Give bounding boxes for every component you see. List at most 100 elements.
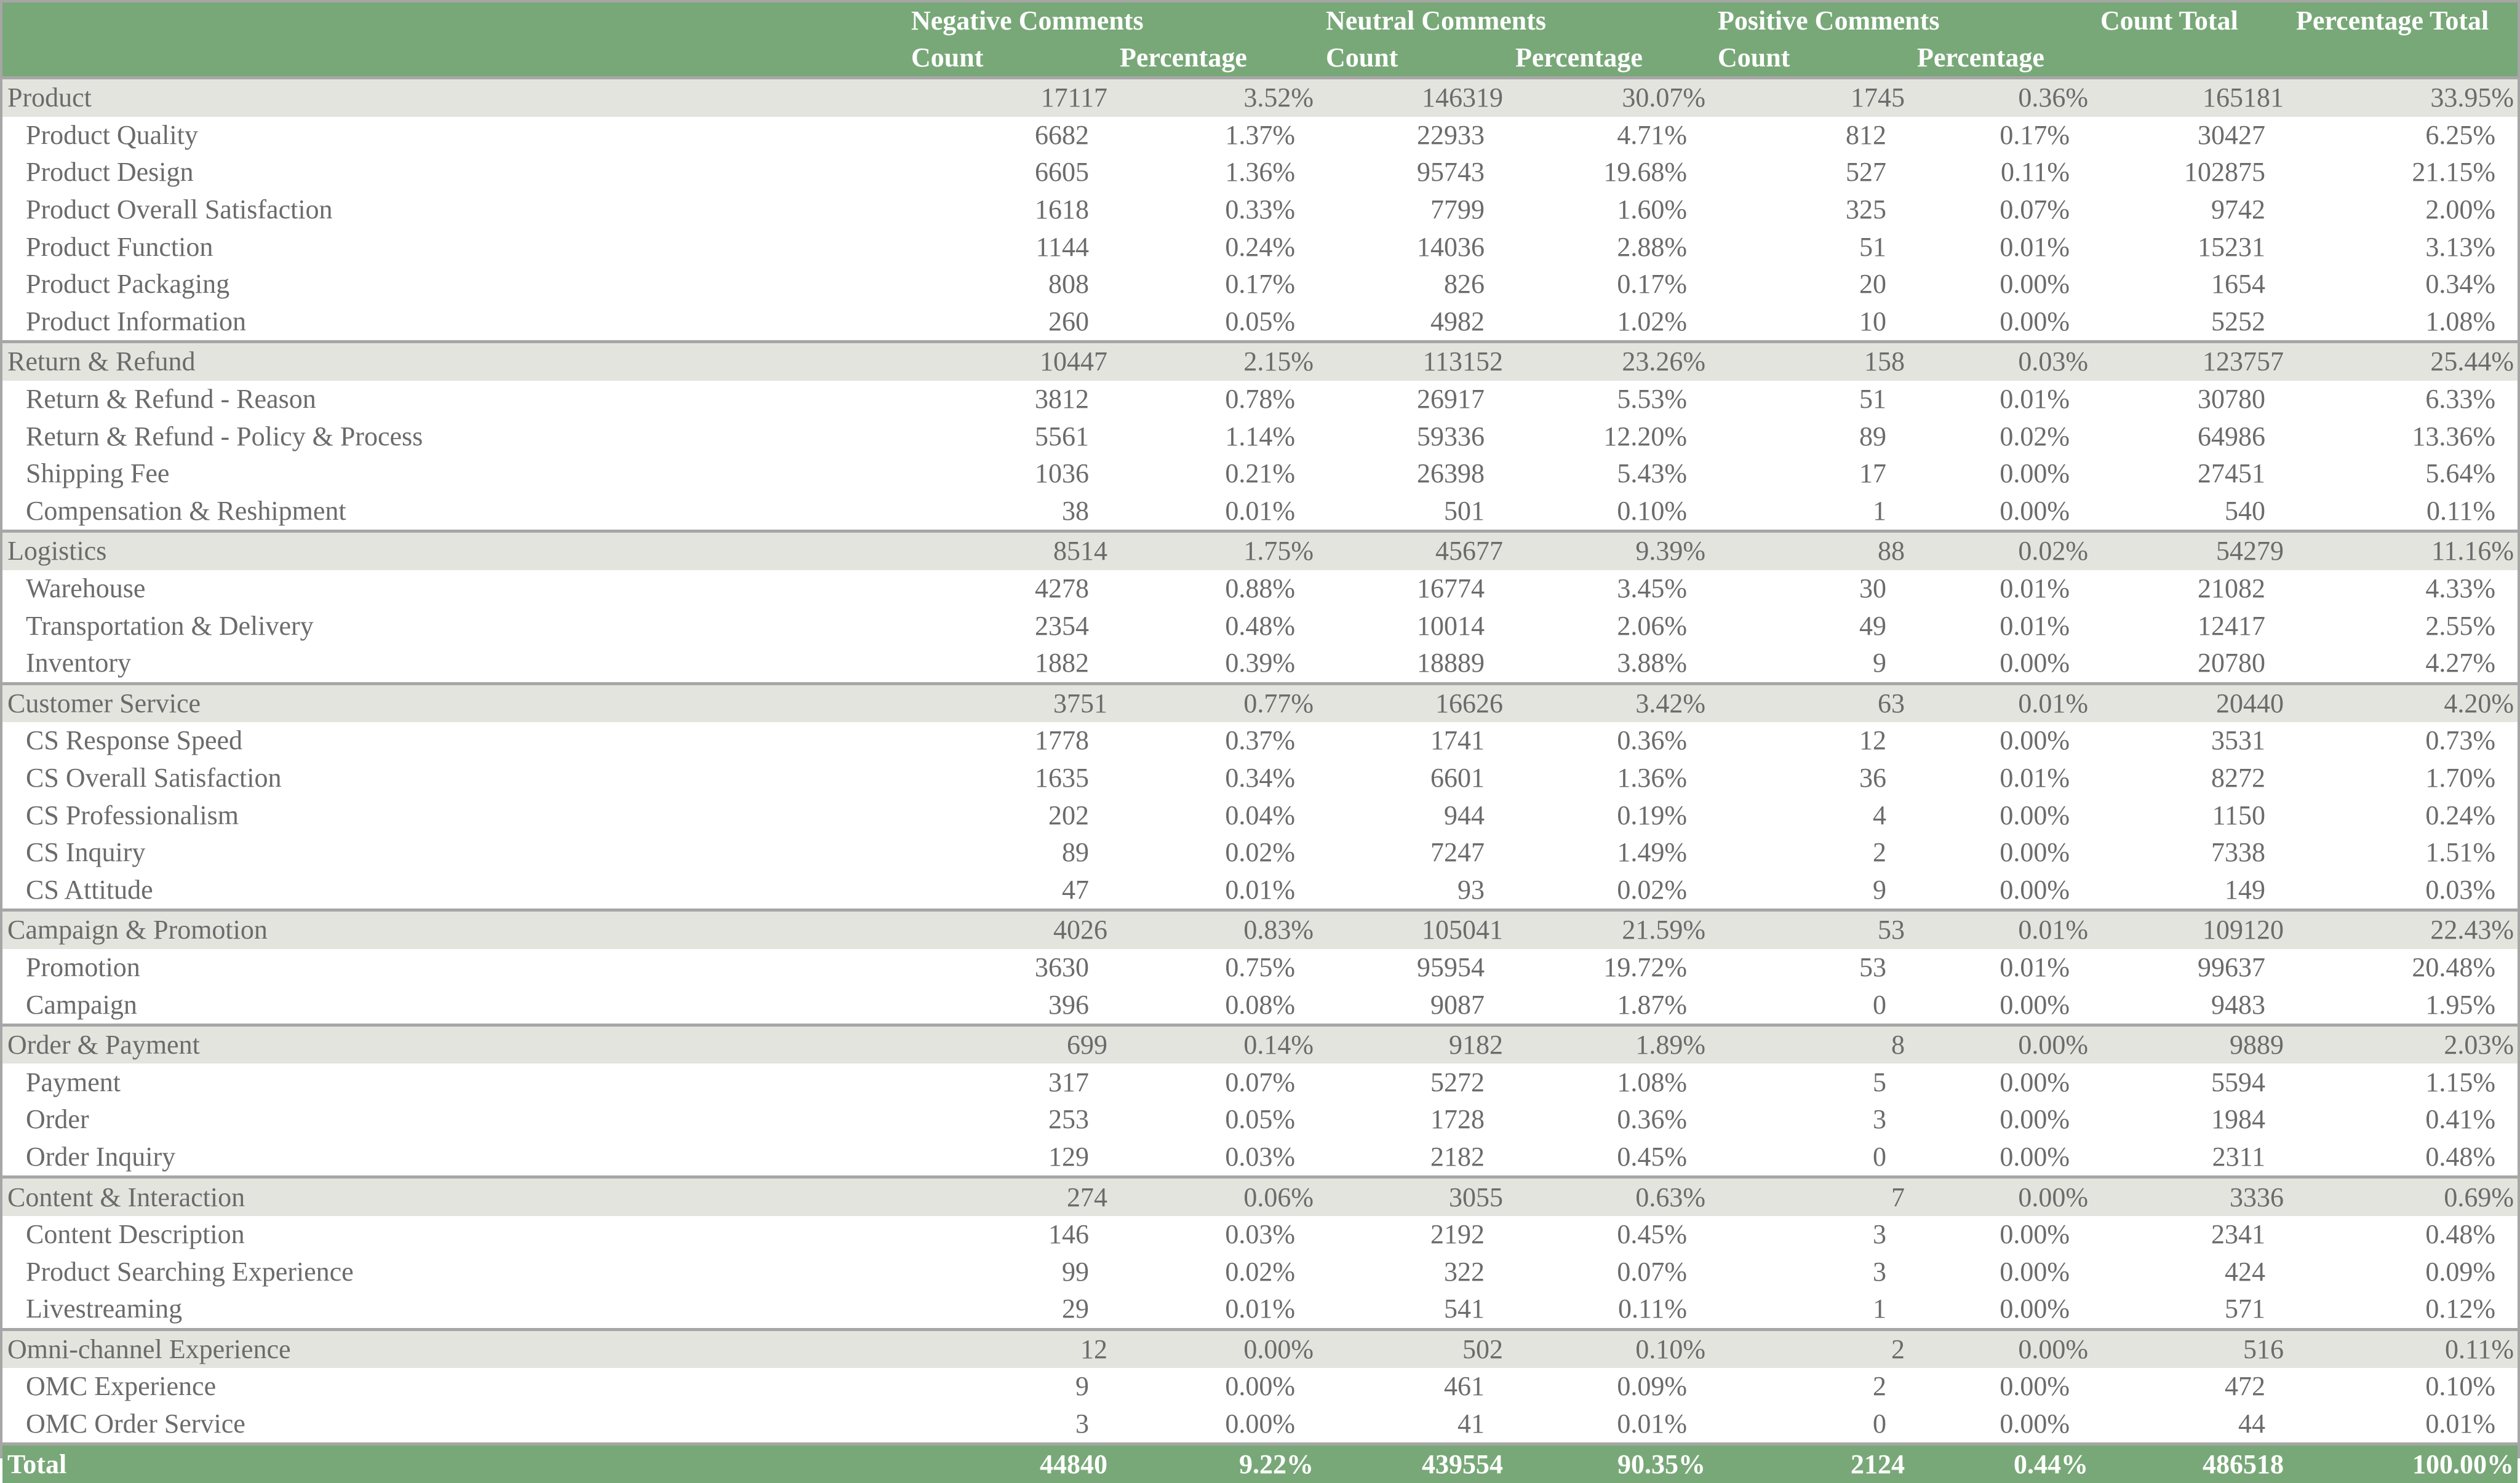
cell-negative-percentage: 0.00% xyxy=(1111,1329,1318,1369)
cell-neutral-percentage: 0.11% xyxy=(1618,1294,1688,1324)
row-label: Product Design xyxy=(26,157,194,188)
cell-negative-count: 1144 xyxy=(1035,231,1089,262)
cell-neutral-percentage: 0.10% xyxy=(1507,1329,1710,1369)
cell-positive-count: 17 xyxy=(1859,458,1887,489)
subcategory-row: Return & Refund - Reason 3812 0.78% 26917 5.… xyxy=(2,381,2518,418)
cell-positive-count: 10 xyxy=(1859,306,1887,336)
cell-negative-percentage: 2.15% xyxy=(1111,341,1318,381)
cell-negative-count: 1882 xyxy=(1035,648,1089,678)
cell-negative-count: 4026 xyxy=(903,910,1111,949)
cell-count-total: 123757 xyxy=(2092,341,2288,381)
cell-count-total: 8272 xyxy=(2211,762,2266,793)
cell-negative-percentage: 0.00% xyxy=(1225,1409,1296,1439)
cell-positive-percentage: 0.00% xyxy=(2000,800,2070,830)
subcategory-row: Transportation & Delivery 2354 0.48% 10014 2… xyxy=(2,607,2518,645)
cell-negative-count: 146 xyxy=(1048,1219,1089,1250)
subcategory-row: Product Quality 6682 1.37% 22933 4.71% 812 0.1… xyxy=(2,117,2518,154)
cell-negative-percentage: 0.06% xyxy=(1111,1177,1318,1216)
category-row: Product 17117 3.52% 146319 30.07% 1745 0.36% 16… xyxy=(2,78,2518,117)
subcategory-row: Inventory 1882 0.39% 18889 3.88% 9 0.00% 20780 4… xyxy=(2,645,2518,683)
row-label: Product xyxy=(2,78,903,117)
cell-count-total: 5252 xyxy=(2211,306,2266,336)
row-label: Shipping Fee xyxy=(26,458,170,489)
cell-percentage-total: 1.95% xyxy=(2425,989,2496,1020)
cell-count-total: 424 xyxy=(2225,1256,2266,1287)
cell-negative-count: 808 xyxy=(1048,269,1089,300)
cell-negative-percentage: 0.04% xyxy=(1225,800,1296,830)
cell-positive-count: 63 xyxy=(1709,683,1909,723)
cell-count-total: 64986 xyxy=(2198,421,2266,451)
subcategory-row: CS Overall Satisfaction 1635 0.34% 6601 1.36… xyxy=(2,760,2518,797)
cell-neutral-count: 2182 xyxy=(1430,1141,1485,1172)
cell-count-total: 9889 xyxy=(2092,1025,2288,1064)
cell-neutral-percentage: 23.26% xyxy=(1507,341,1710,381)
cell-negative-count: 29 xyxy=(1062,1294,1089,1324)
subcategory-row: Order 253 0.05% 1728 0.36% 3 0.00% 1984 0.41% xyxy=(2,1101,2518,1139)
cell-percentage-total: 0.41% xyxy=(2425,1104,2496,1135)
cell-neutral-percentage: 0.19% xyxy=(1617,800,1688,830)
cell-count-total: 2341 xyxy=(2211,1219,2266,1250)
cell-negative-count: 17117 xyxy=(903,78,1111,117)
cell-count-total: 516 xyxy=(2092,1329,2288,1369)
cell-negative-percentage: 0.21% xyxy=(1225,458,1296,489)
cell-neutral-percentage: 1.49% xyxy=(1617,837,1688,868)
cell-negative-percentage: 1.36% xyxy=(1225,157,1296,188)
cell-count-total: 12417 xyxy=(2198,610,2266,641)
subcategory-row: CS Inquiry 89 0.02% 7247 1.49% 2 0.00% 7338 1.51… xyxy=(2,834,2518,872)
cell-count-total: 3531 xyxy=(2211,725,2266,756)
cell-negative-percentage: 0.01% xyxy=(1225,495,1296,526)
cell-percentage-total: 22.43% xyxy=(2287,910,2518,949)
cell-neutral-count: 95743 xyxy=(1417,157,1485,188)
cell-negative-percentage: 0.77% xyxy=(1111,683,1318,723)
cell-negative-count: 202 xyxy=(1048,800,1089,830)
cell-positive-count: 30 xyxy=(1859,573,1887,604)
cell-count-total: 540 xyxy=(2225,495,2266,526)
cell-neutral-count: 16774 xyxy=(1417,573,1485,604)
row-label: OMC Order Service xyxy=(26,1409,245,1439)
cell-percentage-total: 0.24% xyxy=(2425,800,2496,830)
cell-positive-percentage: 0.00% xyxy=(2000,269,2070,300)
cell-positive-count: 8 xyxy=(1709,1025,1909,1064)
cell-positive-percentage: 0.01% xyxy=(2000,952,2070,982)
cell-percentage-total: 4.33% xyxy=(2425,573,2496,604)
cell-percentage-total: 6.25% xyxy=(2425,119,2496,150)
cell-count-total: 15231 xyxy=(2198,231,2266,262)
subcategory-row: Product Information 260 0.05% 4982 1.02% 10 0.… xyxy=(2,303,2518,342)
cell-positive-count: 9 xyxy=(1873,874,1887,905)
cell-count-total: 20440 xyxy=(2092,683,2288,723)
cell-neutral-count: 6601 xyxy=(1430,762,1485,793)
cell-neutral-count: 322 xyxy=(1444,1256,1485,1287)
subcategory-row: CS Professionalism 202 0.04% 944 0.19% 4 0.00%… xyxy=(2,797,2518,834)
cell-neutral-percentage: 21.59% xyxy=(1507,910,1710,949)
cell-neutral-percentage: 3.42% xyxy=(1507,683,1710,723)
cell-percentage-total: 0.73% xyxy=(2425,725,2496,756)
cell-negative-percentage: 0.00% xyxy=(1225,1371,1296,1402)
subcategory-row: CS Response Speed 1778 0.37% 1741 0.36% 12 0.0… xyxy=(2,722,2518,760)
cell-positive-count: 2 xyxy=(1873,1371,1887,1402)
cell-neutral-percentage: 0.45% xyxy=(1617,1141,1688,1172)
cell-negative-count: 4278 xyxy=(1035,573,1089,604)
cell-positive-percentage: 0.07% xyxy=(2000,194,2070,225)
cell-negative-count: 1635 xyxy=(1035,762,1089,793)
row-label: CS Overall Satisfaction xyxy=(26,762,282,793)
cell-negative-count: 5561 xyxy=(1035,421,1089,451)
cell-positive-percentage: 0.03% xyxy=(1908,341,2092,381)
header-count-total: Count Total xyxy=(2092,2,2288,39)
header-negative-comments: Negative Comments xyxy=(903,2,1318,39)
header-neutral-count: Count xyxy=(1317,39,1507,78)
cell-percentage-total: 100.00% xyxy=(2287,1444,2518,1483)
cell-neutral-count: 4982 xyxy=(1430,306,1485,336)
cell-neutral-count: 26917 xyxy=(1417,384,1485,415)
cell-count-total: 9483 xyxy=(2211,989,2266,1020)
cell-percentage-total: 0.48% xyxy=(2425,1141,2496,1172)
cell-neutral-percentage: 4.71% xyxy=(1617,119,1688,150)
cell-positive-count: 5 xyxy=(1873,1067,1887,1097)
total-row: Total 44840 9.22% 439554 90.35% 2124 0.44% 4865… xyxy=(2,1444,2518,1483)
cell-count-total: 54279 xyxy=(2092,531,2288,570)
cell-neutral-count: 113152 xyxy=(1317,341,1507,381)
cell-count-total: 571 xyxy=(2225,1294,2266,1324)
cell-neutral-percentage: 0.45% xyxy=(1617,1219,1688,1250)
cell-neutral-count: 439554 xyxy=(1317,1444,1507,1483)
cell-neutral-count: 10014 xyxy=(1417,610,1485,641)
cell-positive-percentage: 0.44% xyxy=(1908,1444,2092,1483)
